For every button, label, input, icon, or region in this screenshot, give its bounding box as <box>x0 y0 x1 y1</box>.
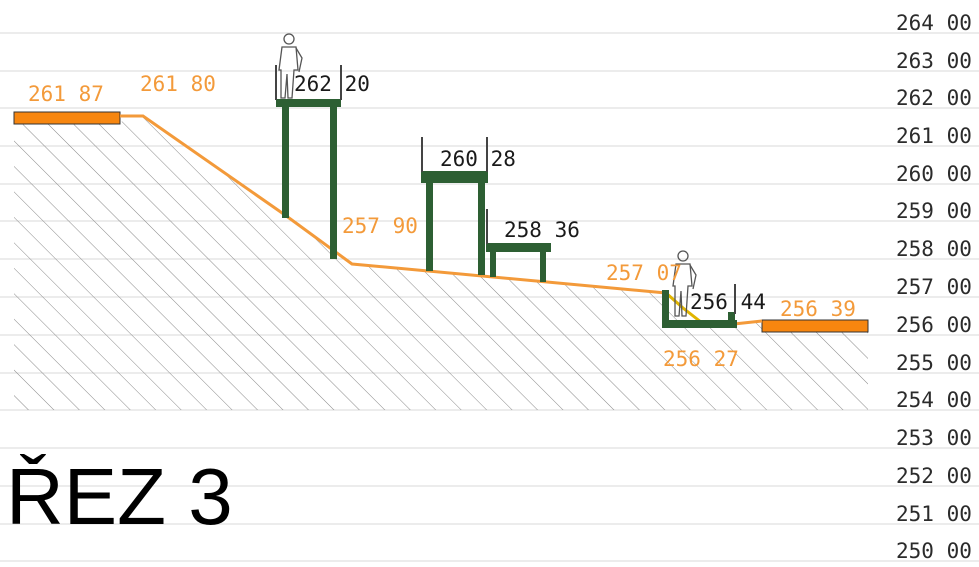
person-figure-icon <box>672 250 697 317</box>
label-ditch-bottom: 256 27 <box>663 347 739 371</box>
label-top-slope: 261 80 <box>140 72 216 96</box>
label-left-plateau: 261 87 <box>28 82 104 106</box>
elevation-label: 261 00 <box>896 124 972 148</box>
label-tower-high: 262 20 <box>294 72 370 96</box>
elevation-label: 253 00 <box>896 426 972 450</box>
elevation-label: 258 00 <box>896 237 972 261</box>
left-plateau <box>13 111 121 125</box>
elevation-label: 254 00 <box>896 388 972 412</box>
label-slope-foot: 257 90 <box>342 214 418 238</box>
tower-low <box>486 209 551 282</box>
terrain-line-right <box>733 319 763 326</box>
section-title: ŘEZ 3 <box>6 452 233 541</box>
elevation-label: 260 00 <box>896 162 972 186</box>
tower-high <box>275 65 342 259</box>
label-sunken-deck: 256 44 <box>690 290 766 314</box>
elevation-label: 250 00 <box>896 539 972 563</box>
elevation-scale: 264 00 263 00 262 00 261 00 260 00 259 0… <box>896 11 972 563</box>
elevation-label: 251 00 <box>896 502 972 526</box>
label-upper-ditch: 257 07 <box>606 261 682 285</box>
label-tower-low: 258 36 <box>504 218 580 242</box>
elevation-label: 256 00 <box>896 313 972 337</box>
elevation-label: 264 00 <box>896 11 972 35</box>
elevation-label: 257 00 <box>896 275 972 299</box>
elevation-label: 259 00 <box>896 199 972 223</box>
elevation-label: 255 00 <box>896 351 972 375</box>
tower-mid <box>421 137 488 275</box>
label-right-plateau: 256 39 <box>780 297 856 321</box>
person-figure-icon <box>278 33 303 99</box>
ground-hatch <box>14 116 868 410</box>
elevation-label: 262 00 <box>896 86 972 110</box>
right-plateau <box>761 319 869 333</box>
label-tower-mid: 260 28 <box>440 147 516 171</box>
elevation-label: 263 00 <box>896 49 972 73</box>
sunken-deck <box>662 284 737 328</box>
elevation-label: 252 00 <box>896 464 972 488</box>
